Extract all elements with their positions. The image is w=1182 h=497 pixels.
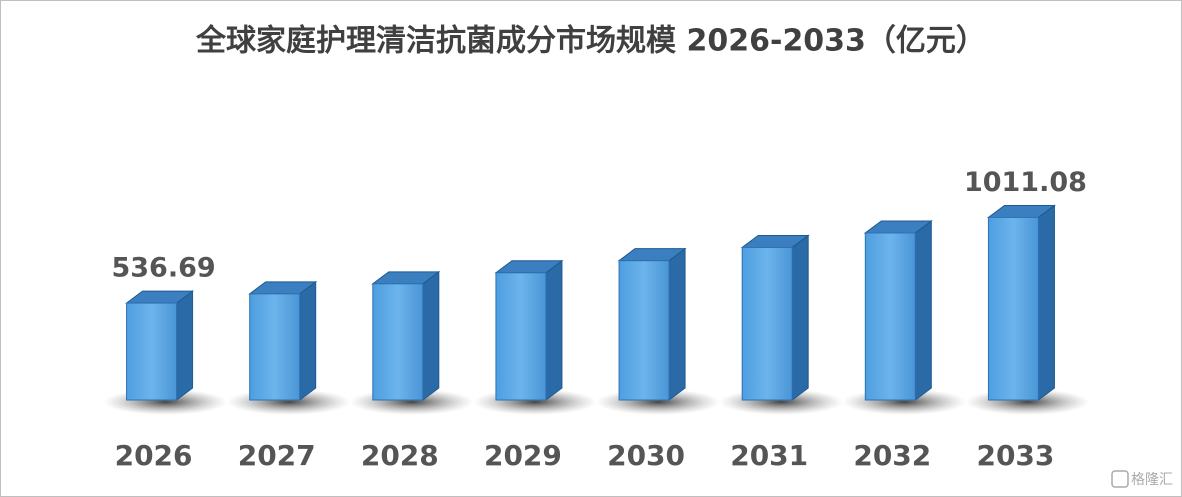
chart-title: 全球家庭护理清洁抗菌成分市场规模 2026-2033（亿元） [195, 24, 986, 59]
bar [987, 216, 1039, 401]
watermark: 格隆汇 [1111, 470, 1173, 488]
x-tick-label: 2027 [238, 439, 316, 472]
bar-side [1037, 204, 1055, 401]
bar [495, 272, 547, 401]
bar [126, 302, 178, 401]
data-label: 1011.08 [964, 167, 1087, 198]
bar-side [176, 290, 194, 401]
x-tick-label: 2028 [361, 439, 439, 472]
x-tick-label: 2032 [853, 439, 931, 472]
bar-side [545, 259, 563, 401]
bar-side [791, 234, 809, 401]
x-tick-label: 2031 [730, 439, 808, 472]
bar [864, 232, 916, 401]
watermark-text: 格隆汇 [1131, 472, 1173, 488]
bar-side [299, 280, 317, 401]
x-tick-label: 2033 [976, 439, 1054, 472]
bar-side [668, 247, 686, 401]
x-tick-label: 2029 [484, 439, 562, 472]
bar-side [914, 219, 932, 401]
watermark-icon [1111, 470, 1129, 488]
bar [372, 283, 424, 401]
x-tick-label: 2026 [115, 439, 193, 472]
x-tick-label: 2030 [607, 439, 685, 472]
bar [249, 293, 301, 401]
bar [741, 246, 793, 401]
data-label: 536.69 [111, 253, 215, 284]
bar-side [422, 270, 440, 401]
bar [618, 260, 670, 401]
